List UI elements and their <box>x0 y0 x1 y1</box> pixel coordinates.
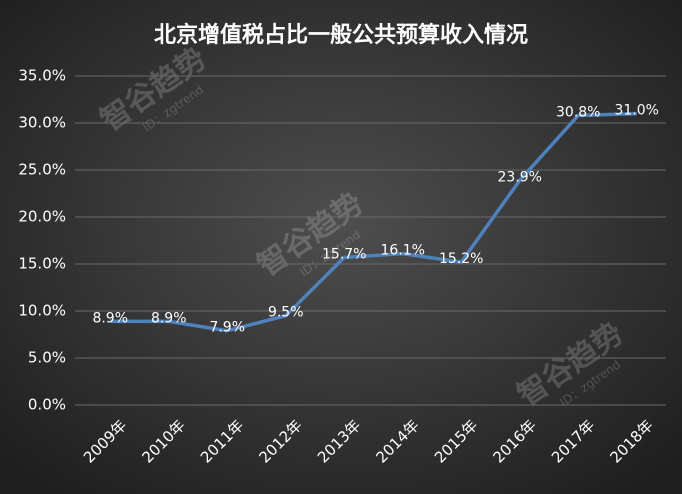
data-label: 30.8% <box>556 104 600 120</box>
data-label: 9.5% <box>268 305 304 321</box>
y-tick-label: 20.0% <box>18 208 66 226</box>
chart-title: 北京增值税占比一般公共预算收入情况 <box>154 22 528 48</box>
y-tick-label: 0.0% <box>28 396 66 414</box>
y-tick-label: 25.0% <box>18 161 66 179</box>
data-label: 15.7% <box>322 246 366 262</box>
data-label: 16.1% <box>381 243 425 259</box>
data-label: 23.9% <box>498 169 542 185</box>
y-tick-label: 15.0% <box>18 255 66 273</box>
data-label: 7.9% <box>209 320 245 336</box>
y-tick-label: 35.0% <box>18 67 66 85</box>
data-label: 15.2% <box>439 251 483 267</box>
y-tick-label: 30.0% <box>18 114 66 132</box>
data-label: 8.9% <box>92 310 128 326</box>
y-tick-label: 5.0% <box>28 349 66 367</box>
line <box>110 111 637 333</box>
y-tick-label: 10.0% <box>18 302 66 320</box>
data-label: 31.0% <box>615 103 659 119</box>
data-label: 8.9% <box>151 310 187 326</box>
